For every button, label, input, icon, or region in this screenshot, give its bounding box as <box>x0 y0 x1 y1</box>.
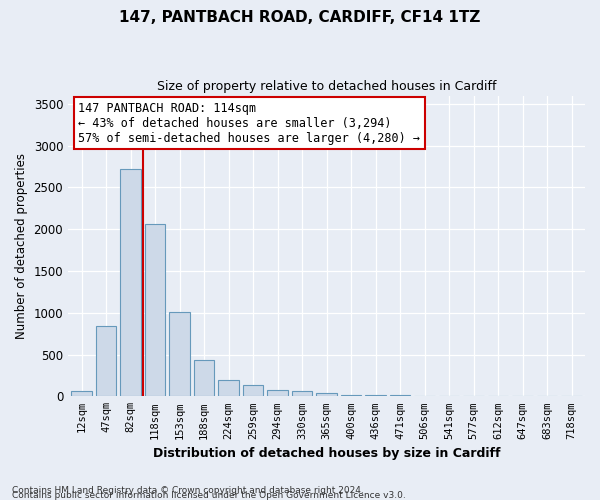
Bar <box>169 312 190 396</box>
Text: Contains HM Land Registry data © Crown copyright and database right 2024.: Contains HM Land Registry data © Crown c… <box>12 486 364 495</box>
Text: Contains public sector information licensed under the Open Government Licence v3: Contains public sector information licen… <box>12 491 406 500</box>
Bar <box>292 392 313 396</box>
Bar <box>218 380 239 396</box>
Bar <box>194 360 214 397</box>
Bar <box>341 394 361 396</box>
Bar <box>120 169 141 396</box>
Bar <box>71 392 92 396</box>
X-axis label: Distribution of detached houses by size in Cardiff: Distribution of detached houses by size … <box>153 447 500 460</box>
Bar <box>242 386 263 396</box>
Text: 147, PANTBACH ROAD, CARDIFF, CF14 1TZ: 147, PANTBACH ROAD, CARDIFF, CF14 1TZ <box>119 10 481 25</box>
Bar <box>316 394 337 396</box>
Bar <box>365 395 386 396</box>
Bar <box>145 224 166 396</box>
Text: 147 PANTBACH ROAD: 114sqm
← 43% of detached houses are smaller (3,294)
57% of se: 147 PANTBACH ROAD: 114sqm ← 43% of detac… <box>79 102 421 144</box>
Bar <box>95 326 116 396</box>
Title: Size of property relative to detached houses in Cardiff: Size of property relative to detached ho… <box>157 80 496 93</box>
Y-axis label: Number of detached properties: Number of detached properties <box>15 153 28 339</box>
Bar <box>267 390 288 396</box>
